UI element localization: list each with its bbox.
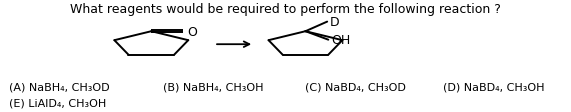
Text: (E) LiAlD₄, CH₃OH: (E) LiAlD₄, CH₃OH [9, 98, 106, 108]
Text: (B) NaBH₄, CH₃OH: (B) NaBH₄, CH₃OH [163, 82, 263, 92]
Text: D: D [330, 16, 340, 29]
Text: (A) NaBH₄, CH₃OD: (A) NaBH₄, CH₃OD [9, 82, 109, 92]
Text: O: O [187, 25, 197, 38]
Text: (C) NaBD₄, CH₃OD: (C) NaBD₄, CH₃OD [305, 82, 407, 92]
Text: OH: OH [331, 34, 351, 47]
Text: What reagents would be required to perform the following reaction ?: What reagents would be required to perfo… [70, 3, 501, 16]
Text: (D) NaBD₄, CH₃OH: (D) NaBD₄, CH₃OH [443, 82, 544, 92]
